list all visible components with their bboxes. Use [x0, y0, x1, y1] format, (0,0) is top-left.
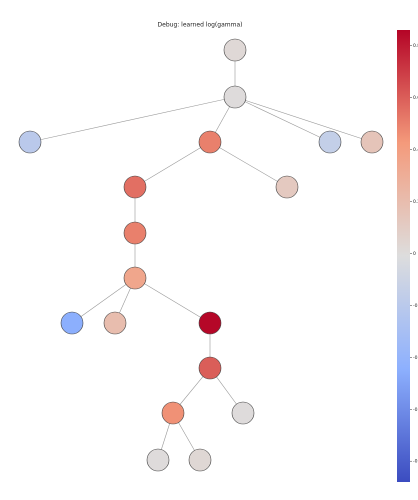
node [223, 85, 247, 109]
edge [234, 96, 373, 143]
node [198, 356, 222, 380]
node [103, 311, 127, 335]
node [223, 38, 247, 62]
node [198, 130, 222, 154]
colorbar-tick-label: 0.8 [413, 43, 418, 49]
node [318, 130, 342, 154]
node [18, 130, 42, 154]
colorbar-ticks: 0.8 0.6 0.4 0.2 0 -0.2 -0.4 -0.6 -0.8 [410, 43, 418, 465]
colorbar-tick-label: 0.2 [413, 199, 418, 205]
edge [134, 277, 211, 324]
edge [209, 141, 288, 188]
edge [134, 141, 211, 188]
edge [234, 96, 331, 143]
node [123, 175, 147, 199]
node [60, 311, 84, 335]
node [275, 175, 299, 199]
colorbar-tick-label: -0.4 [413, 355, 418, 361]
node [231, 401, 255, 425]
edge [71, 277, 136, 324]
node [146, 448, 170, 472]
edge [29, 96, 236, 143]
edges [29, 50, 373, 461]
colorbar-tick-label: 0.4 [413, 147, 418, 153]
colorbar-tick-label: 0 [413, 251, 416, 257]
title: Debug: learned log(gamma) [158, 22, 243, 29]
colorbar-tick-label: -0.6 [413, 407, 418, 413]
node [123, 266, 147, 290]
node [161, 401, 185, 425]
colorbar [397, 30, 410, 482]
node [123, 221, 147, 245]
node [188, 448, 212, 472]
nodes [18, 38, 384, 472]
node [360, 130, 384, 154]
colorbar-tick-label: -0.2 [413, 303, 418, 309]
node [198, 311, 222, 335]
colorbar-tick-label: -0.8 [413, 459, 418, 465]
colorbar-tick-label: 0.6 [413, 95, 418, 101]
